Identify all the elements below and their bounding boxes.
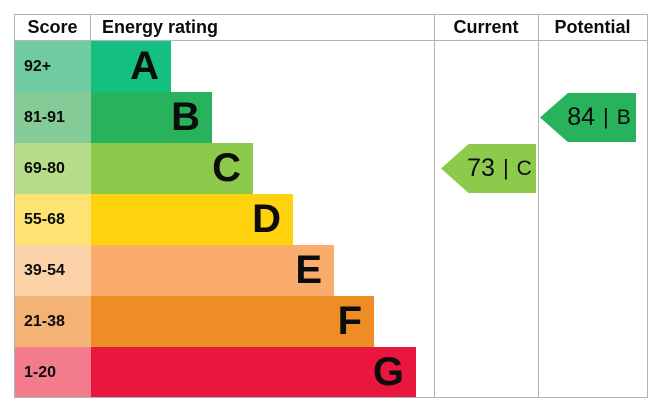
band-bar-c: C (91, 143, 253, 194)
band-bar-e: E (91, 245, 334, 296)
band-letter-f: F (337, 298, 362, 343)
band-letter-b: B (171, 94, 200, 139)
score-range-cell: 39-54 (15, 245, 91, 296)
header-energy-rating: Energy rating (102, 17, 219, 37)
score-range-cell: 92+ (15, 41, 91, 92)
current-rating-value: 73 (467, 154, 495, 182)
table-header: Score Energy rating Current Potential (15, 15, 647, 41)
score-range-label: 1-20 (24, 363, 57, 381)
score-range-cell: 21-38 (15, 296, 91, 347)
score-range-cell: 81-91 (15, 92, 91, 143)
band-row-f: 21-38 F (15, 296, 434, 347)
column-divider-potential (538, 15, 539, 397)
score-range-label: 55-68 (24, 210, 65, 228)
potential-rating-arrow: 84 | B (540, 93, 636, 142)
band-letter-e: E (295, 247, 322, 292)
band-bar-f: F (91, 296, 374, 347)
score-range-label: 81-91 (24, 108, 65, 126)
score-range-label: 39-54 (24, 261, 65, 279)
current-rating-arrow: 73 | C (441, 144, 536, 193)
band-row-b: 81-91 B (15, 92, 434, 143)
potential-rating-band: B (616, 105, 631, 129)
score-range-cell: 55-68 (15, 194, 91, 245)
current-rating-divider: | (502, 154, 509, 180)
band-rows: 92+ A 81-91 B 69-80 C 55-68 D 39-54 E 21… (15, 41, 434, 397)
band-row-a: 92+ A (15, 41, 434, 92)
band-letter-d: D (252, 196, 281, 241)
header-potential: Potential (554, 17, 631, 37)
band-row-d: 55-68 D (15, 194, 434, 245)
potential-rating-value: 84 (567, 103, 596, 131)
header-current: Current (453, 17, 519, 37)
band-row-c: 69-80 C (15, 143, 434, 194)
score-range-label: 92+ (24, 57, 52, 75)
column-divider-current (434, 15, 435, 397)
band-letter-g: G (372, 349, 404, 394)
potential-rating-divider: | (603, 103, 609, 129)
band-bar-d: D (91, 194, 293, 245)
band-row-e: 39-54 E (15, 245, 434, 296)
band-bar-a: A (91, 41, 171, 92)
score-range-label: 21-38 (24, 312, 65, 330)
band-letter-c: C (212, 145, 241, 190)
band-row-g: 1-20 G (15, 347, 434, 397)
band-bar-b: B (91, 92, 212, 143)
header-score: Score (15, 15, 91, 40)
score-range-label: 69-80 (24, 159, 65, 177)
band-letter-a: A (130, 43, 159, 88)
score-range-cell: 69-80 (15, 143, 91, 194)
score-range-cell: 1-20 (15, 347, 91, 397)
band-bar-g: G (91, 347, 416, 397)
epc-table: Score Energy rating Current Potential 92… (14, 14, 648, 398)
current-rating-band: C (516, 156, 532, 180)
